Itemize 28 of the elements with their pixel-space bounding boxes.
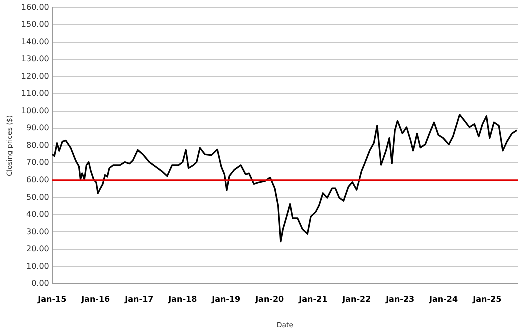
y-tick-label: 90.00 bbox=[26, 124, 50, 133]
x-tick-label: Jan-18 bbox=[168, 294, 198, 304]
y-tick-label: 150.00 bbox=[21, 20, 50, 30]
y-tick-label: 10.00 bbox=[26, 262, 50, 271]
x-tick-label: Jan-17 bbox=[124, 294, 154, 304]
x-tick-label: Jan-22 bbox=[342, 294, 372, 304]
x-tick-label: Jan-15 bbox=[37, 294, 68, 304]
y-tick-label: 40.00 bbox=[26, 210, 50, 220]
x-tick-label: Jan-20 bbox=[254, 294, 285, 304]
x-tick-label: Jan-16 bbox=[80, 294, 111, 304]
y-tick-label: 140.00 bbox=[21, 37, 50, 46]
y-tick-label: 160.00 bbox=[21, 2, 50, 12]
y-tick-label: 0.00 bbox=[32, 279, 50, 288]
y-tick-label: 110.00 bbox=[21, 89, 50, 98]
x-tick-label: Jan-19 bbox=[211, 294, 242, 304]
x-tick-label: Jan-25 bbox=[472, 294, 502, 304]
y-tick-label: 50.00 bbox=[26, 192, 50, 202]
y-tick-label: 70.00 bbox=[26, 158, 50, 168]
x-tick-label: Jan-24 bbox=[428, 294, 459, 304]
y-tick-label: 20.00 bbox=[26, 244, 50, 254]
y-tick-label: 30.00 bbox=[26, 227, 50, 236]
x-tick-label: Jan-23 bbox=[385, 294, 415, 304]
y-tick-label: 100.00 bbox=[21, 106, 50, 116]
x-tick-label: Jan-21 bbox=[298, 294, 328, 304]
y-tick-label: 120.00 bbox=[21, 72, 50, 81]
y-tick-label: 80.00 bbox=[26, 140, 50, 150]
y-tick-label: 130.00 bbox=[21, 54, 50, 64]
y-tick-label: 60.00 bbox=[26, 176, 50, 185]
